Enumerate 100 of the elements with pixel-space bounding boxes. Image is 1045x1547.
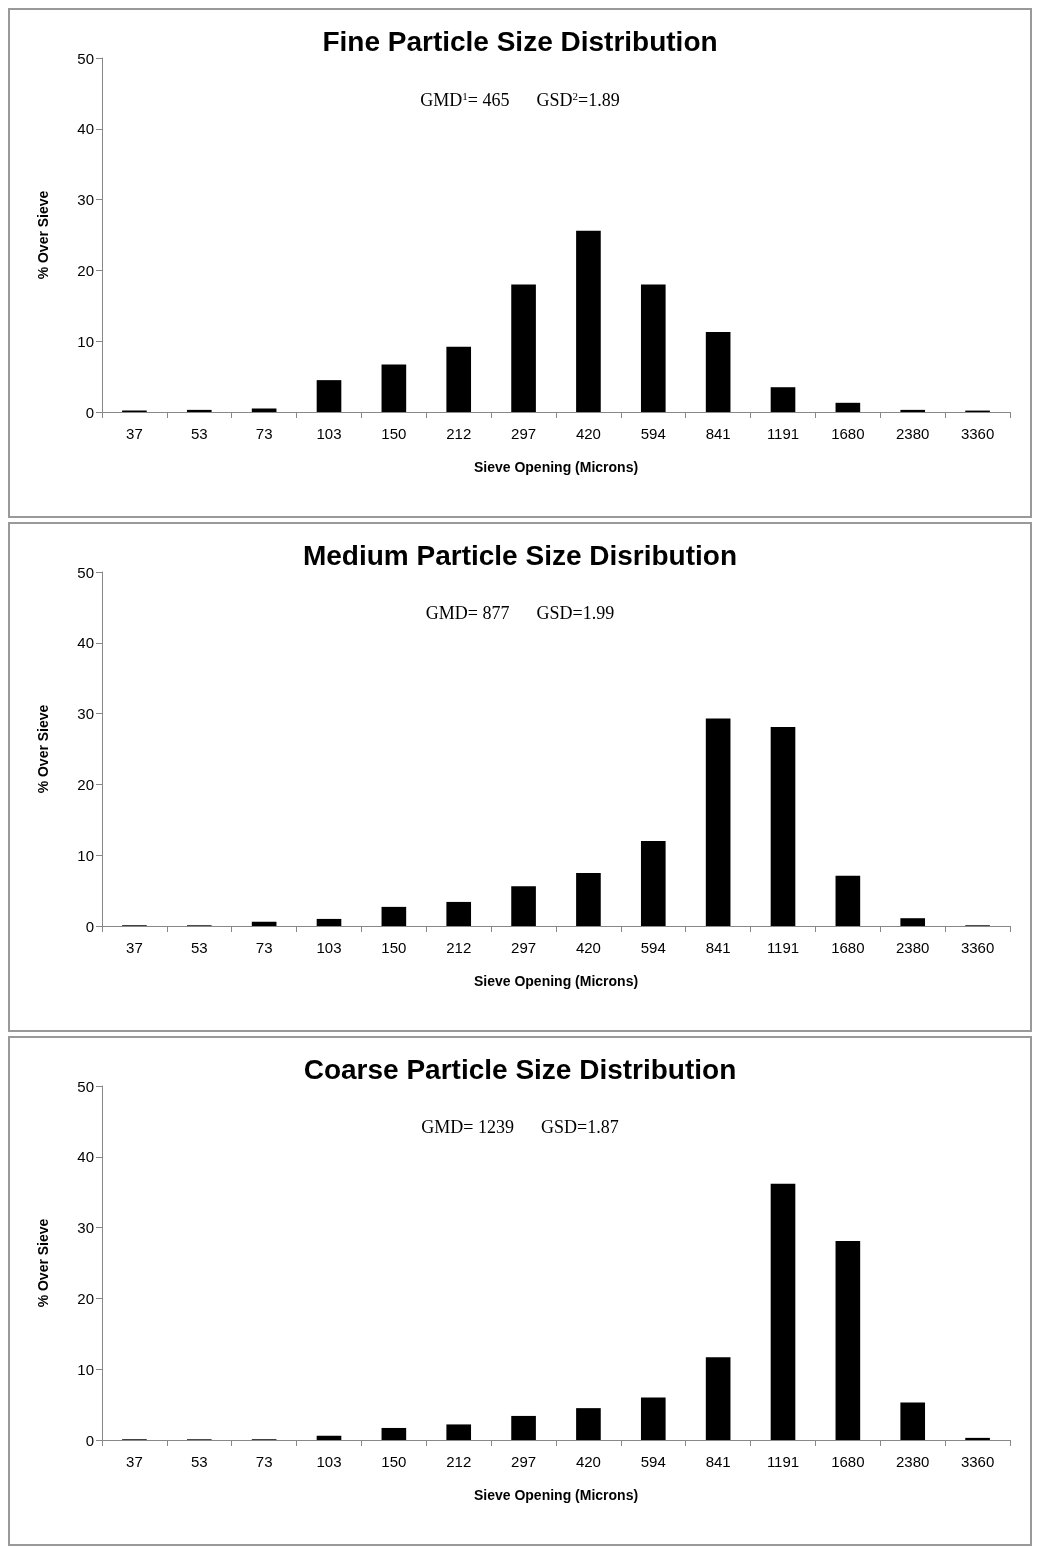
chart-title: Coarse Particle Size Distribution [303,1053,737,1085]
y-tick-label: 50 [77,1077,94,1095]
y-tick-label: 40 [77,120,94,138]
bar [900,918,926,926]
chart-title: Medium Particle Size Disribution [302,539,738,571]
annotation: GMD= 877 GSD=1.99 [425,603,615,623]
x-tick-label: 37 [126,1453,143,1470]
x-tick-label: 1680 [831,939,865,956]
x-tick-label: 150 [381,939,407,956]
x-tick-label: 103 [316,425,342,442]
y-tick-label: 40 [77,1148,94,1166]
x-tick-label: 150 [381,425,407,442]
bar [511,886,536,926]
bar [511,284,536,412]
x-tick-label: 73 [255,1453,273,1470]
x-tick-label: 103 [316,939,342,956]
x-tick-label: 841 [705,1453,731,1470]
bar [576,230,601,412]
y-tick-label: 30 [77,191,94,209]
x-tick-label: 3360 [960,939,995,956]
bar [316,918,342,926]
bar [705,1357,731,1440]
x-tick-label: 3360 [960,425,995,442]
x-tick-label: 53 [190,939,208,956]
bar [251,408,277,412]
y-tick-label: 0 [85,1431,94,1449]
x-tick-label: 1191 [766,425,800,442]
bar [835,875,861,926]
bar [900,1402,926,1440]
bar [576,872,601,926]
y-tick-label: 20 [77,261,94,279]
bar [251,921,277,926]
x-tick-label: 3360 [960,1453,995,1470]
bar [770,1183,796,1440]
y-tick-label: 10 [77,332,94,350]
y-tick-label: 30 [77,1219,94,1237]
bar [316,380,342,412]
bar [705,718,731,926]
bar [381,1427,407,1440]
x-tick-label: 53 [190,1453,208,1470]
bar [446,1424,472,1440]
bar [381,364,407,412]
x-tick-label: 1191 [766,939,800,956]
x-tick-label: 2380 [896,939,930,956]
bar [446,346,472,412]
bar [511,1415,536,1440]
x-tick-label: 1680 [831,1453,865,1470]
x-tick-label: 73 [255,939,273,956]
x-tick-label: 297 [511,425,537,442]
bar [576,1408,601,1440]
x-axis-title: Sieve Opening (Microns) [473,459,639,475]
x-tick-label: 103 [316,1453,342,1470]
bar [770,387,796,412]
bar [770,727,796,926]
y-tick-label: 10 [77,1360,94,1378]
y-tick-label: 0 [85,917,94,935]
x-tick-label: 420 [575,1453,601,1470]
bar [705,332,731,412]
x-tick-label: 594 [640,1453,666,1470]
x-tick-label: 1191 [766,1453,800,1470]
y-axis-title: % Over Sieve [35,704,51,794]
y-tick-label: 40 [77,634,94,652]
y-tick-label: 30 [77,705,94,723]
x-tick-label: 297 [511,939,537,956]
bar [316,1435,342,1440]
x-tick-label: 212 [446,939,472,956]
x-tick-label: 73 [255,425,273,442]
bar [835,402,861,412]
x-tick-label: 841 [705,939,731,956]
x-tick-label: 150 [381,1453,407,1470]
x-tick-label: 420 [575,425,601,442]
y-tick-label: 0 [85,403,94,421]
x-tick-label: 1680 [831,425,865,442]
chart-title: Fine Particle Size Distribution [322,25,718,57]
bar [640,841,666,926]
x-axis-title: Sieve Opening (Microns) [473,973,639,989]
x-tick-label: 594 [640,939,666,956]
x-tick-label: 2380 [896,425,930,442]
bar [900,409,926,412]
y-tick-label: 10 [77,846,94,864]
bar [640,284,666,412]
x-tick-label: 420 [575,939,601,956]
x-tick-label: 212 [446,425,472,442]
x-tick-label: 37 [126,425,143,442]
bar [446,901,472,926]
annotation: GMD= 1239 GSD=1.87 [421,1117,619,1137]
x-tick-label: 841 [705,425,731,442]
x-tick-label: 212 [446,1453,472,1470]
y-tick-label: 50 [77,49,94,67]
bar [835,1241,861,1440]
y-axis-title: % Over Sieve [35,190,51,280]
x-tick-label: 37 [126,939,143,956]
bar [965,1437,990,1440]
x-tick-label: 2380 [896,1453,930,1470]
y-tick-label: 20 [77,1289,94,1307]
x-tick-label: 53 [190,425,208,442]
y-tick-label: 20 [77,775,94,793]
bar [640,1397,666,1440]
y-tick-label: 50 [77,563,94,581]
x-tick-label: 594 [640,425,666,442]
